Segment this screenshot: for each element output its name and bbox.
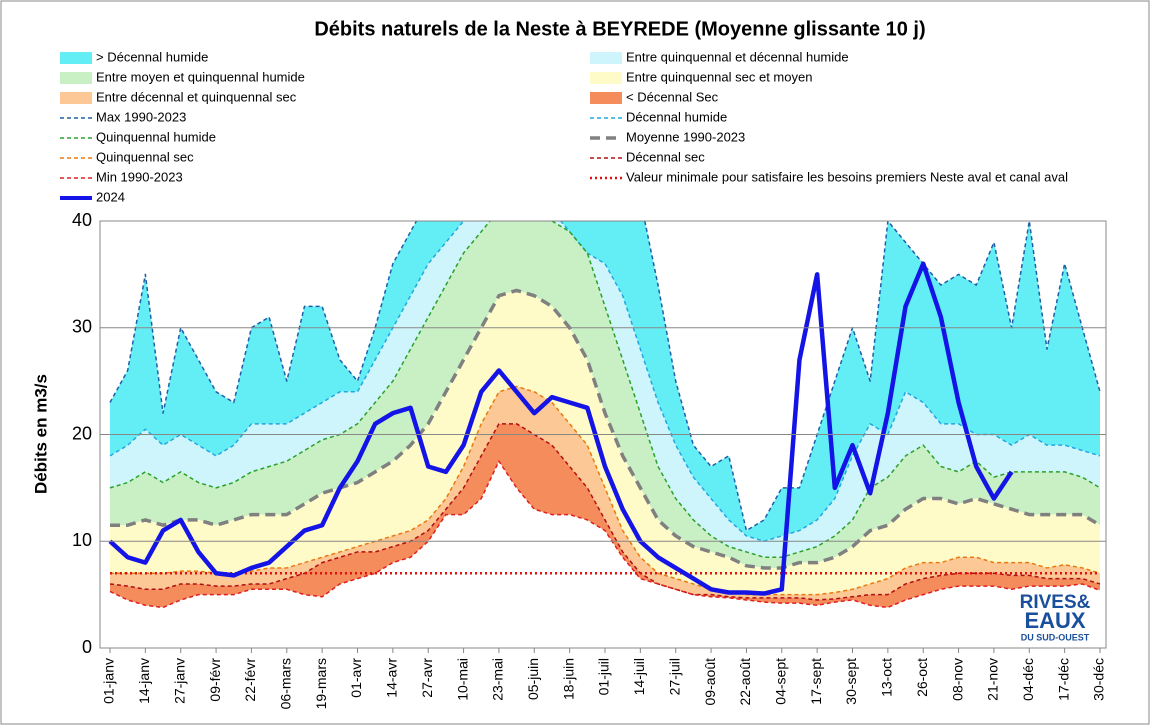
legend-swatch	[60, 52, 92, 64]
y-tick-label: 0	[82, 637, 92, 657]
legend-swatch	[590, 52, 622, 64]
logo-text: DU SUD-OUEST	[1021, 632, 1090, 642]
logo-text: EAUX	[1024, 608, 1085, 633]
x-tick-label: 19-mars	[313, 658, 329, 709]
series-line	[108, 261, 1014, 596]
x-tick-label: 04-déc	[1020, 658, 1036, 701]
x-tick-label: 04-sept	[772, 658, 788, 705]
band	[110, 423, 1100, 608]
x-tick-label: 23-mai	[490, 658, 506, 701]
x-tick-label: 14-avr	[384, 658, 400, 698]
band	[110, 221, 1100, 542]
plot-border	[99, 220, 1107, 649]
series-line	[109, 221, 1101, 532]
x-tick-label: 10-mai	[454, 658, 470, 701]
x-tick-label: 30-sept	[843, 658, 859, 705]
legend-label: Décennal sec	[626, 149, 705, 164]
series-line	[109, 221, 1101, 542]
legend-label: Moyenne 1990-2023	[626, 129, 745, 144]
legend-label: Quinquennal humide	[96, 129, 216, 144]
legend-label: 2024	[96, 189, 125, 204]
legend-swatch	[60, 72, 92, 84]
x-tick-label: 27-juil	[666, 658, 682, 695]
x-tick-label: 13-oct	[879, 658, 895, 697]
legend-label: < Décennal Sec	[626, 89, 719, 104]
x-tick-label: 22-août	[737, 658, 753, 706]
x-tick-label: 26-oct	[914, 658, 930, 697]
legend-label: > Décennal humide	[96, 49, 208, 64]
x-tick-label: 30-déc	[1091, 658, 1107, 701]
x-tick-label: 14-juil	[631, 658, 647, 695]
band	[110, 386, 1100, 600]
legend-swatch	[60, 92, 92, 104]
x-tick-label: 17-déc	[1055, 658, 1071, 701]
x-tick-label: 17-sept	[808, 658, 824, 705]
x-tick-label: 08-nov	[949, 658, 965, 701]
legend-label: Entre quinquennal sec et moyen	[626, 69, 812, 84]
legend-label: Entre décennal et quinquennal sec	[96, 89, 297, 104]
y-axis-label: Débits en m3/s	[31, 374, 50, 494]
series-line	[109, 423, 1101, 601]
series-line	[110, 385, 1101, 596]
legend-label: Min 1990-2023	[96, 169, 183, 184]
x-tick-label: 09-août	[702, 658, 718, 706]
legend-label: Décennal humide	[626, 109, 727, 124]
x-tick-label: 18-juin	[560, 658, 576, 700]
y-tick-label: 30	[72, 317, 92, 337]
legend-label: Max 1990-2023	[96, 109, 186, 124]
x-tick-label: 05-juin	[525, 658, 541, 700]
x-tick-label: 09-févr	[207, 658, 223, 702]
x-tick-label: 01-janv	[101, 658, 117, 704]
legend-label: Quinquennal sec	[96, 149, 194, 164]
legend-label: Valeur minimale pour satisfaire les beso…	[626, 169, 1068, 184]
x-tick-label: 14-janv	[136, 658, 152, 704]
legend-label: Entre quinquennal et décennal humide	[626, 49, 849, 64]
x-tick-label: 01-juil	[596, 658, 612, 695]
legend-swatch	[590, 92, 622, 104]
y-tick-label: 40	[72, 210, 92, 230]
logo-text: RIVES&	[1020, 592, 1091, 613]
series-line	[109, 460, 1101, 609]
series-line	[110, 288, 1101, 570]
legend-swatch	[590, 72, 622, 84]
x-tick-label: 27-janv	[171, 658, 187, 704]
x-tick-label: 27-avr	[419, 658, 435, 698]
band	[110, 221, 1100, 558]
y-tick-label: 20	[72, 423, 92, 443]
x-tick-label: 01-avr	[348, 658, 364, 698]
plot-area	[108, 221, 1101, 609]
legend-label: Entre moyen et quinquennal humide	[96, 69, 305, 84]
x-tick-label: 06-mars	[277, 658, 293, 709]
y-tick-label: 10	[72, 530, 92, 550]
x-tick-label: 21-nov	[985, 658, 1001, 701]
series-line	[109, 221, 1101, 559]
chart-title: Débits naturels de la Neste à BEYREDE (M…	[314, 18, 925, 40]
x-tick-label: 22-févr	[242, 658, 258, 702]
band	[110, 290, 1100, 595]
